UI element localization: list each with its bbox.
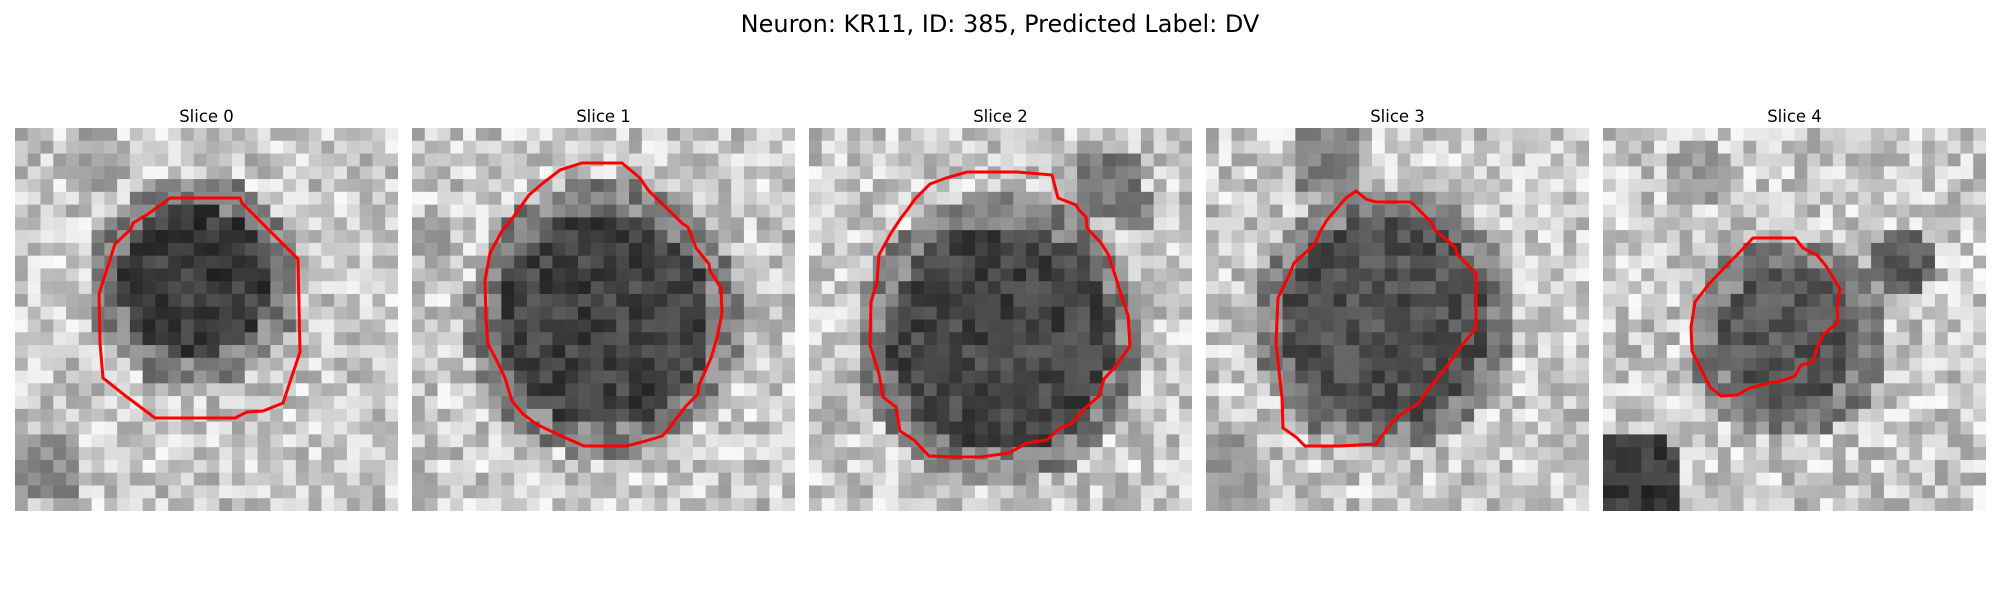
- slice-image: [809, 128, 1192, 511]
- slice-title: Slice 2: [973, 107, 1028, 126]
- slice-image: [1206, 128, 1589, 511]
- roi-contour: [1689, 236, 1842, 398]
- slice-panel-3: Slice 3: [1206, 106, 1589, 511]
- slice-panel-0: Slice 0: [15, 106, 398, 511]
- figure-title: Neuron: KR11, ID: 385, Predicted Label: …: [740, 10, 1260, 38]
- slice-title: Slice 3: [1370, 107, 1425, 126]
- slice-image: [15, 128, 398, 511]
- roi-contour: [97, 196, 302, 420]
- grayscale-image: [1603, 128, 1986, 511]
- grayscale-image: [1206, 128, 1589, 511]
- slice-panel-1: Slice 1: [412, 106, 795, 511]
- roi-contour: [483, 161, 724, 448]
- slice-panel-2: Slice 2: [809, 106, 1192, 511]
- slice-title: Slice 1: [576, 107, 631, 126]
- roi-contour: [1274, 189, 1478, 448]
- roi-contour: [868, 170, 1132, 459]
- grayscale-image: [809, 128, 1192, 511]
- grayscale-image: [15, 128, 398, 511]
- slice-panel-4: Slice 4: [1603, 106, 1986, 511]
- grayscale-image: [412, 128, 795, 511]
- slice-image: [412, 128, 795, 511]
- slice-title: Slice 4: [1767, 107, 1822, 126]
- slice-image: [1603, 128, 1986, 511]
- slice-title: Slice 0: [179, 107, 234, 126]
